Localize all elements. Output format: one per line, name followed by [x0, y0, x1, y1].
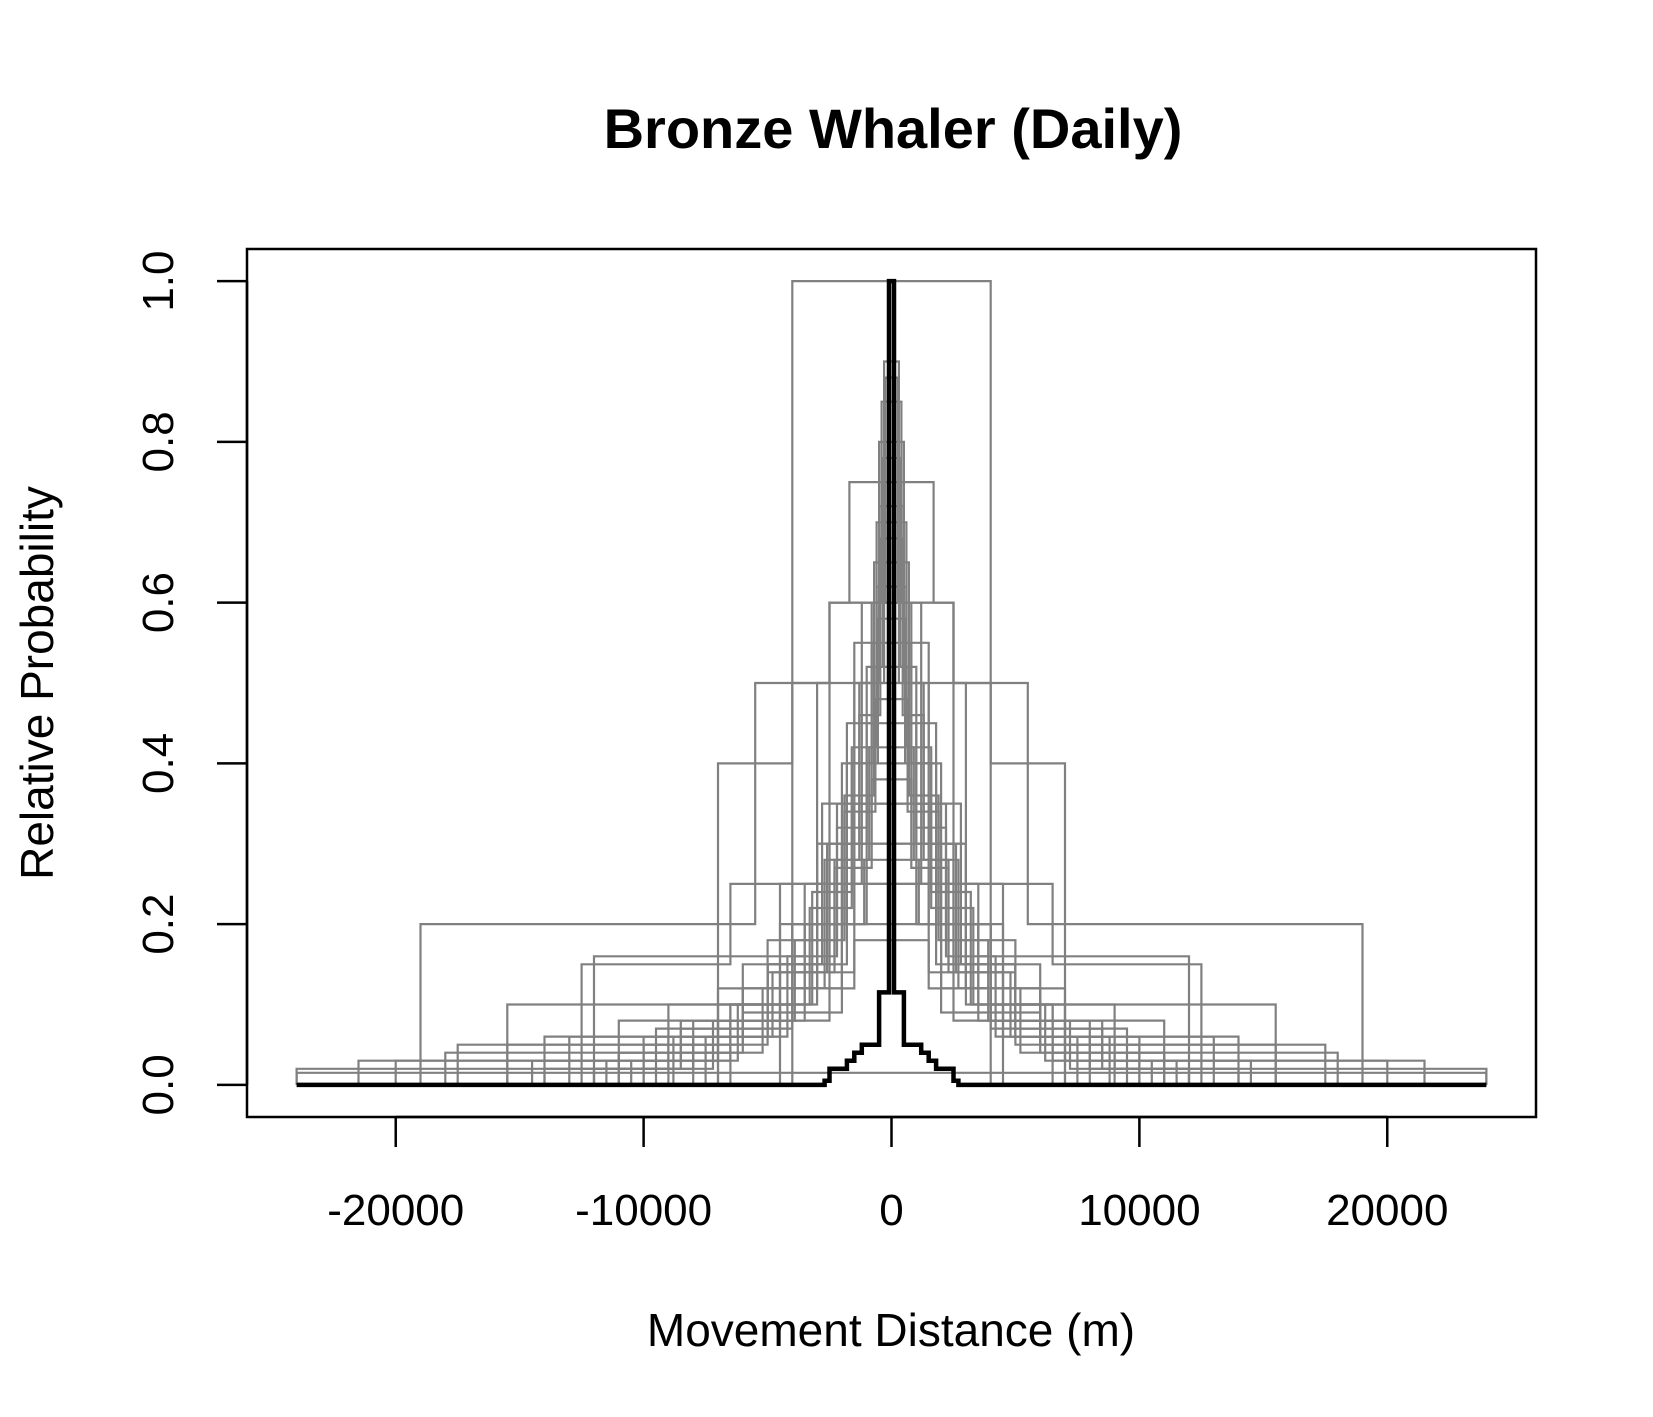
- y-tick-label: 0.8: [134, 411, 183, 472]
- individual-series-line-12: [543, 722, 1240, 1085]
- individual-series-line-10: [692, 561, 1091, 1085]
- individual-series-line-30: [672, 778, 1111, 1085]
- individual-series-line-16: [295, 923, 1488, 1085]
- individual-series-line-29: [592, 698, 1191, 1085]
- individual-series-line-5: [580, 681, 1203, 1085]
- individual-series-lines: [295, 280, 1488, 1085]
- x-tick-label: -20000: [327, 1186, 464, 1235]
- chart-title: Bronze Whaler (Daily): [604, 97, 1183, 160]
- individual-series-line-27: [667, 537, 1116, 1085]
- y-tick-label: 1.0: [134, 251, 183, 312]
- y-tick-label: 0.2: [134, 894, 183, 955]
- y-tick-label: 0.4: [134, 733, 183, 794]
- overall-series-line: [296, 278, 1487, 1088]
- individual-series-line-2: [778, 481, 1005, 1085]
- individual-series-line-28: [630, 617, 1153, 1085]
- y-tick-label: 0.0: [134, 1054, 183, 1115]
- individual-series-line-19: [456, 842, 1327, 1085]
- individual-series-line-4: [419, 601, 1364, 1085]
- x-tick-label: 20000: [1326, 1186, 1448, 1235]
- y-tick-label: 0.6: [134, 572, 183, 633]
- individual-series-line-33: [295, 1071, 1488, 1085]
- individual-series-line-23: [543, 665, 1240, 1085]
- x-tick-label: 10000: [1078, 1186, 1200, 1235]
- individual-series-line-13: [506, 802, 1277, 1085]
- x-tick-label: -10000: [575, 1186, 712, 1235]
- individual-series-line-25: [729, 376, 1054, 1085]
- individual-series-line-11: [654, 641, 1129, 1085]
- individual-series-line-26: [704, 456, 1079, 1085]
- individual-series-line-18: [506, 802, 1277, 1085]
- x-axis-label: Movement Distance (m): [647, 1304, 1135, 1356]
- individual-series-line-31: [617, 858, 1166, 1085]
- x-tick-label: 0: [879, 1186, 903, 1235]
- overall-series-path: [296, 278, 1487, 1088]
- individual-series-line-15: [357, 882, 1426, 1085]
- individual-series-line-22: [605, 585, 1178, 1085]
- y-axis-label: Relative Probability: [11, 486, 63, 880]
- individual-series-line-32: [531, 939, 1252, 1085]
- y-axis: 0.0 0.2 0.4 0.6 0.8 1.0: [134, 251, 249, 1115]
- x-axis: -20000 -10000 0 10000 20000: [327, 1115, 1448, 1235]
- individual-series-line-14: [444, 842, 1339, 1085]
- individual-series-line-21: [568, 505, 1215, 1085]
